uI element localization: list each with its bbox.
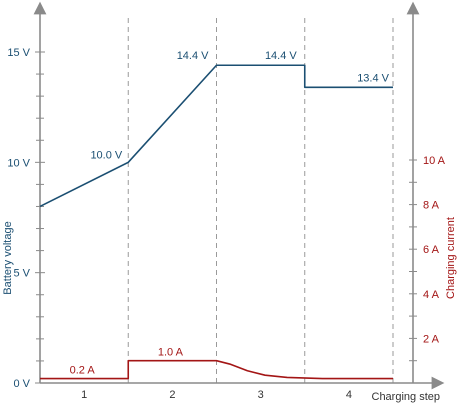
- right-tick-label: 2 A: [423, 333, 440, 345]
- left-tick-label: 5 V: [13, 268, 30, 280]
- x-tick-label: 2: [169, 389, 175, 401]
- x-tick-label: 4: [346, 389, 352, 401]
- x-tick-label: 3: [258, 389, 264, 401]
- right-tick-label: 6 A: [423, 244, 440, 256]
- x-axis-title: Charging step: [372, 391, 441, 403]
- voltage-data-label: 14.4 V: [265, 50, 297, 62]
- left-tick-label: 10 V: [7, 157, 30, 169]
- voltage-data-label: 10.0 V: [90, 149, 122, 161]
- x-tick-label: 1: [81, 389, 87, 401]
- current-data-label: 0.2 A: [70, 365, 96, 377]
- current-data-label: 1.0 A: [158, 347, 184, 359]
- left-axis-title: Battery voltage: [2, 221, 14, 294]
- voltage-line: [39, 64, 393, 208]
- right-tick-label: 8 A: [423, 200, 440, 212]
- right-axis-title: Charging current: [445, 217, 457, 299]
- voltage-data-label: 13.4 V: [357, 72, 389, 84]
- right-tick-label: 10 A: [423, 155, 446, 167]
- step-gridlines: [127, 18, 394, 383]
- labels: 10.0 V 14.4 V 14.4 V 13.4 V 0.2 A 1.0 A: [70, 50, 390, 376]
- current-line: [40, 359, 393, 380]
- voltage-data-label: 14.4 V: [177, 50, 209, 62]
- right-tick-label: 4 A: [423, 289, 440, 301]
- left-tick-label: 0 V: [13, 378, 30, 390]
- series: [39, 64, 393, 380]
- left-tick-label: 15 V: [7, 47, 30, 59]
